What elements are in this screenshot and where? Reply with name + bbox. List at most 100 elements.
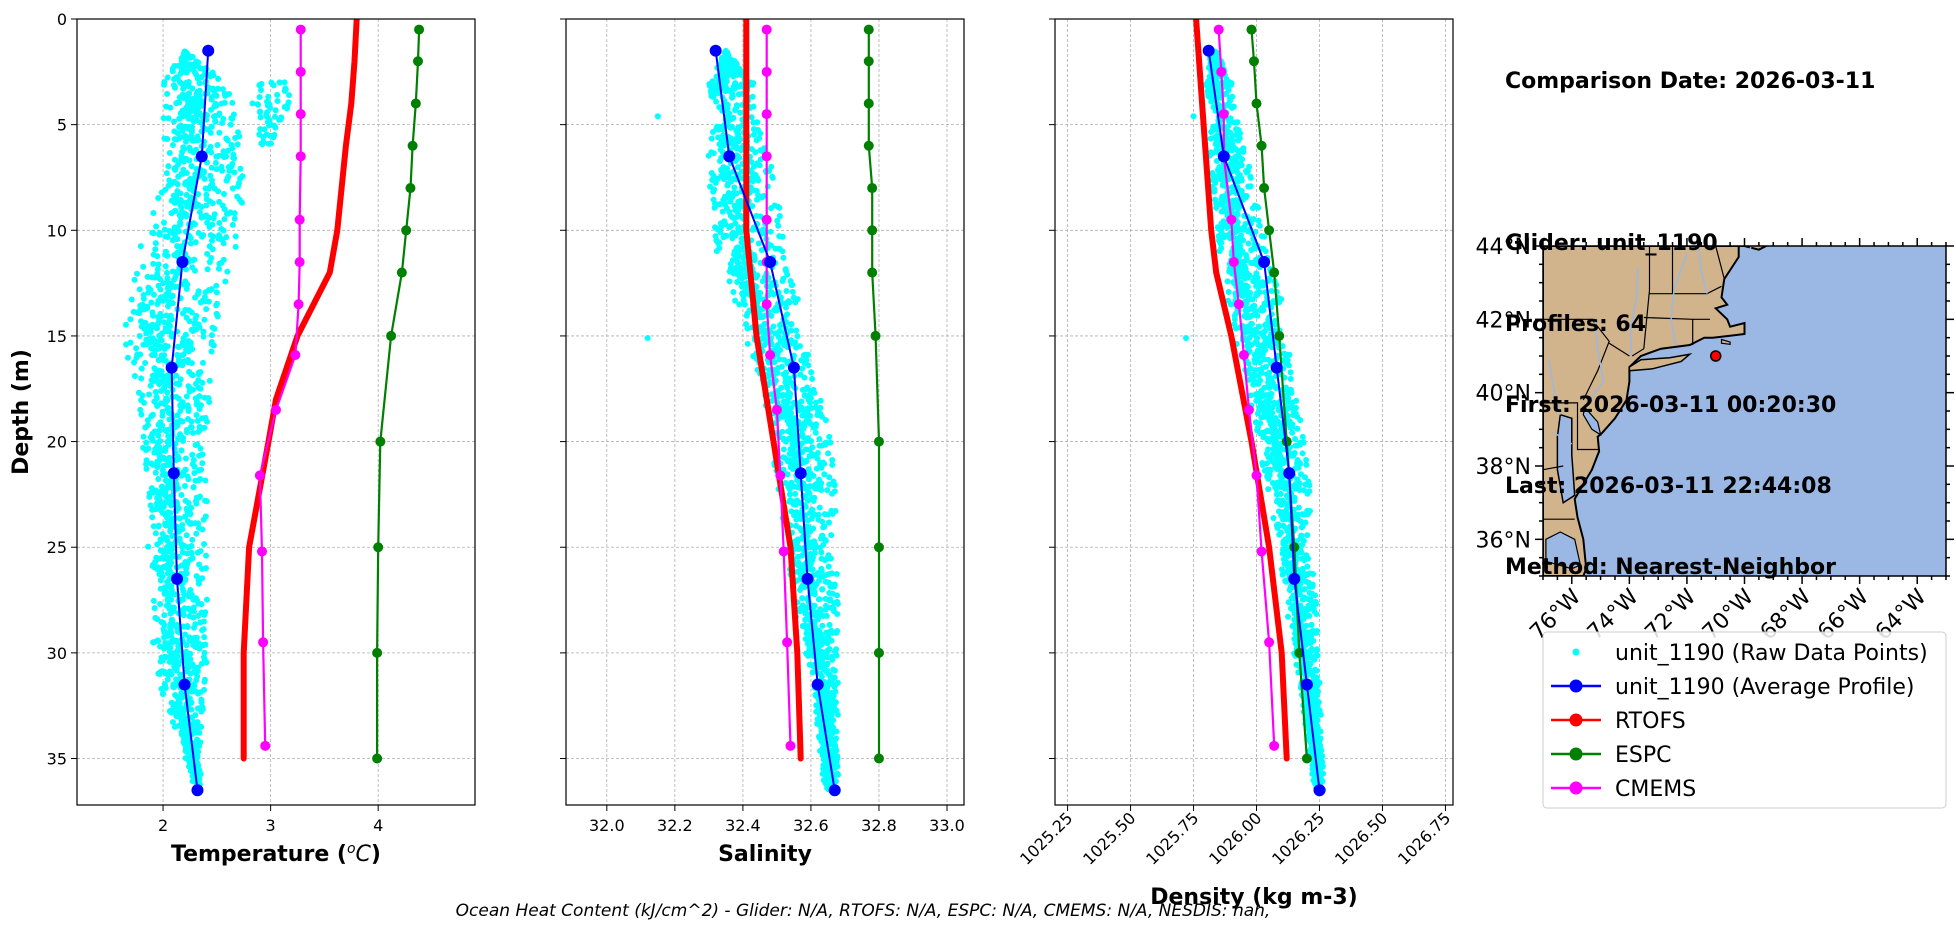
series-point (771, 404, 782, 415)
raw-data-point (1256, 222, 1263, 229)
salinity-x-ticks: 32.0 32.2 32.4 32.6 32.8 33.0 (589, 805, 965, 835)
raw-data-point (1317, 754, 1324, 761)
raw-data-point (822, 441, 829, 448)
raw-data-point (732, 297, 739, 304)
raw-data-point (754, 272, 761, 279)
series-point (293, 299, 304, 310)
raw-data-point (801, 420, 808, 427)
raw-data-point (197, 445, 204, 452)
raw-data-point (644, 335, 651, 342)
raw-data-point (201, 394, 208, 401)
raw-data-point (152, 446, 159, 453)
raw-data-point (711, 204, 718, 211)
raw-data-point (807, 412, 814, 419)
raw-data-point (823, 778, 830, 785)
raw-data-point (776, 233, 783, 240)
series-point (295, 151, 306, 162)
raw-data-point (184, 623, 191, 630)
raw-data-point (221, 206, 228, 213)
raw-data-point (1257, 399, 1264, 406)
temperature-raw-points (122, 48, 293, 793)
raw-data-point (787, 278, 794, 285)
raw-data-point (172, 166, 179, 173)
raw-data-point (201, 676, 208, 683)
raw-data-point (1255, 204, 1262, 211)
raw-data-point (1226, 265, 1233, 272)
raw-data-point (201, 656, 208, 663)
raw-data-point (159, 487, 166, 494)
raw-data-point (204, 266, 211, 273)
raw-data-point (819, 586, 826, 593)
raw-data-point (708, 135, 715, 142)
raw-data-point (724, 101, 731, 108)
raw-data-point (140, 433, 147, 440)
raw-data-point (778, 384, 785, 391)
raw-data-point (803, 630, 810, 637)
raw-data-point (791, 451, 798, 458)
raw-data-point (148, 299, 155, 306)
raw-data-point (208, 286, 215, 293)
raw-data-point (1270, 298, 1277, 305)
raw-data-point (196, 561, 203, 568)
raw-data-point (754, 127, 761, 134)
raw-data-point (161, 81, 168, 88)
raw-data-point (794, 333, 801, 340)
raw-data-point (195, 494, 202, 501)
raw-data-point (793, 327, 800, 334)
raw-data-point (158, 455, 165, 462)
raw-data-point (150, 260, 157, 267)
raw-data-point (162, 427, 169, 434)
raw-data-point (804, 517, 811, 524)
raw-data-point (834, 679, 841, 686)
raw-data-point (777, 338, 784, 345)
series-point (295, 109, 306, 120)
raw-data-point (257, 114, 264, 121)
raw-data-point (794, 296, 801, 303)
raw-data-point (741, 301, 748, 308)
raw-data-point (800, 352, 807, 359)
raw-data-point (178, 690, 185, 697)
raw-data-point (220, 153, 227, 160)
raw-data-point (143, 336, 150, 343)
raw-data-point (160, 219, 167, 226)
raw-data-point (826, 589, 833, 596)
raw-data-point (808, 566, 815, 573)
raw-data-point (783, 288, 790, 295)
raw-data-point (829, 490, 836, 497)
raw-data-point (198, 203, 205, 210)
series-point (873, 542, 884, 553)
raw-data-point (158, 619, 165, 626)
raw-data-point (171, 128, 178, 135)
raw-data-point (163, 512, 170, 519)
raw-data-point (735, 83, 742, 90)
raw-data-point (178, 58, 185, 65)
raw-data-point (183, 532, 190, 539)
raw-data-point (175, 228, 182, 235)
y-tick-label: 0 (57, 10, 67, 29)
raw-data-point (788, 414, 795, 421)
raw-data-point (756, 312, 763, 319)
raw-data-point (1266, 455, 1273, 462)
raw-data-point (161, 612, 168, 619)
raw-data-point (812, 399, 819, 406)
raw-data-point (191, 320, 198, 327)
x-tick-label: 4 (373, 816, 383, 835)
raw-data-point (184, 97, 191, 104)
y-tick-label: 10 (47, 221, 67, 240)
raw-data-point (769, 397, 776, 404)
raw-data-point (823, 705, 830, 712)
raw-data-point (161, 628, 168, 635)
raw-data-point (286, 92, 293, 99)
raw-data-point (770, 291, 777, 298)
raw-data-point (826, 597, 833, 604)
raw-data-point (153, 223, 160, 230)
raw-data-point (134, 351, 141, 358)
raw-data-point (787, 423, 794, 430)
raw-data-point (1268, 288, 1275, 295)
raw-data-point (796, 608, 803, 615)
series-point (761, 299, 772, 310)
raw-data-point (183, 426, 190, 433)
raw-data-point (156, 231, 163, 238)
